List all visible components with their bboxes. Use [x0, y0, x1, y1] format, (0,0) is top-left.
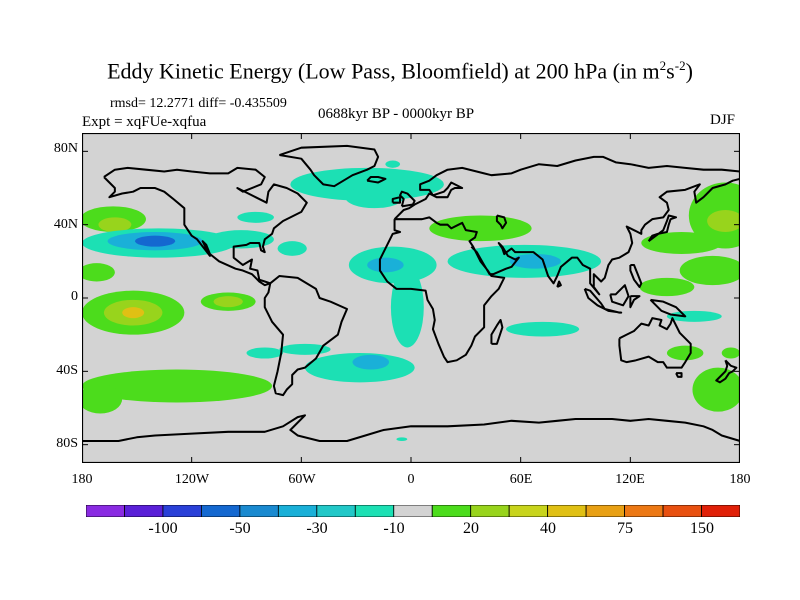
- field-region-1: [98, 217, 132, 232]
- field-region-26: [122, 307, 145, 319]
- colorbar-swatch-10: [470, 505, 510, 517]
- colorbar-label-minus10: -10: [383, 520, 405, 537]
- field-region-35: [246, 347, 284, 359]
- x-tick-60w: 60W: [288, 472, 316, 487]
- colorbar-swatch-13: [585, 505, 625, 517]
- colorbar-swatch-11: [508, 505, 549, 517]
- field-region-17: [506, 321, 580, 337]
- y-tick-40n: 40N: [53, 217, 78, 232]
- colorbar-swatch-8: [393, 505, 433, 517]
- indonesia-coast: [583, 284, 687, 318]
- colorbar-label-minus50: -50: [229, 520, 251, 537]
- caspian-coast: [495, 214, 508, 230]
- field-region-39: [396, 437, 408, 441]
- stats-text: rmsd= 12.2771 diff= -0.435509: [110, 96, 287, 111]
- field-region-34: [666, 310, 722, 322]
- x-tick-180e: 180: [729, 472, 751, 487]
- field-layer: [82, 160, 740, 441]
- colorbar-swatch-15: [662, 505, 702, 517]
- colorbar-label-40: 40: [540, 520, 556, 537]
- x-tick-60e: 60E: [509, 472, 533, 487]
- south-america-coast: [263, 274, 349, 397]
- colorbar-swatch-12: [547, 505, 587, 517]
- colorbar-label-150: 150: [690, 520, 714, 537]
- colorbar-swatch-0: [86, 505, 125, 517]
- coastlines: [82, 144, 740, 442]
- field-region-36: [279, 343, 331, 355]
- colorbar-swatch-5: [277, 505, 318, 517]
- colorbar-swatch-3: [201, 505, 241, 517]
- season-label: DJF: [710, 112, 736, 128]
- field-region-4: [135, 235, 176, 247]
- greenland-coast: [279, 144, 380, 188]
- field-region-10: [367, 257, 404, 273]
- field-region-22: [639, 277, 695, 297]
- field-region-13: [352, 354, 390, 370]
- field-region-19: [707, 210, 740, 232]
- field-region-14: [429, 215, 532, 242]
- field-region-20: [641, 232, 722, 254]
- y-tick-80n: 80N: [53, 141, 78, 156]
- y-tick-40s: 40S: [56, 363, 78, 378]
- field-region-31: [692, 367, 740, 412]
- field-region-29: [82, 369, 273, 403]
- field-region-11: [390, 266, 424, 348]
- y-tick-equator: 0: [71, 289, 78, 304]
- experiment-label: Expt = xqFUe-xqfua: [82, 114, 207, 130]
- tick-marks: [82, 133, 740, 463]
- period-label: 0688kyr BP - 0000kyr BP: [318, 106, 475, 122]
- x-tick-120w: 120W: [174, 472, 210, 487]
- colorbar-swatch-16: [701, 505, 740, 517]
- britain-coast: [391, 190, 416, 208]
- x-tick-120e: 120E: [615, 472, 645, 487]
- antarctica-coast: [82, 414, 740, 442]
- field-region-37: [277, 241, 307, 256]
- colorbar-label-20: 20: [463, 520, 479, 537]
- colorbar-swatch-9: [431, 505, 472, 517]
- colorbar-label-75: 75: [617, 520, 633, 537]
- field-region-28: [213, 296, 243, 308]
- eurasia-africa-coast: [378, 155, 740, 364]
- y-tick-80s: 80S: [56, 436, 78, 451]
- field-region-30: [82, 384, 123, 414]
- field-region-33: [721, 347, 740, 359]
- colorbar-swatch-2: [162, 505, 202, 517]
- field-region-23: [82, 263, 115, 282]
- colorbar: [86, 505, 740, 517]
- colorbar-swatch-7: [354, 505, 395, 517]
- colorbar-swatch-4: [239, 505, 279, 517]
- iceland-coast: [366, 176, 387, 184]
- colorbar-swatch-1: [124, 505, 164, 517]
- japan-coast: [647, 214, 678, 242]
- field-region-38: [385, 160, 401, 168]
- colorbar-swatch-6: [316, 505, 356, 517]
- map-panel: [82, 133, 740, 463]
- x-tick-180w: 180: [71, 472, 93, 487]
- australia-coast: [618, 317, 692, 369]
- tasmania-coast: [675, 372, 683, 378]
- colorbar-swatch-14: [624, 505, 664, 517]
- sri-lanka-coast: [556, 280, 562, 288]
- colorbar-label-minus30: -30: [306, 520, 328, 537]
- philippines-coast: [629, 263, 643, 289]
- field-region-8: [345, 186, 404, 209]
- field-region-16: [509, 254, 561, 269]
- new-zealand-coast: [715, 359, 738, 384]
- north-america-coast: [103, 166, 308, 287]
- madagascar-coast: [490, 318, 504, 345]
- x-tick-0: 0: [407, 472, 415, 487]
- colorbar-label-minus100: -100: [148, 520, 178, 537]
- field-region-6: [237, 211, 274, 223]
- plot-title: Eddy Kinetic Energy (Low Pass, Bloomfiel…: [107, 58, 693, 84]
- field-region-21: [679, 255, 740, 286]
- field-region-32: [666, 345, 704, 361]
